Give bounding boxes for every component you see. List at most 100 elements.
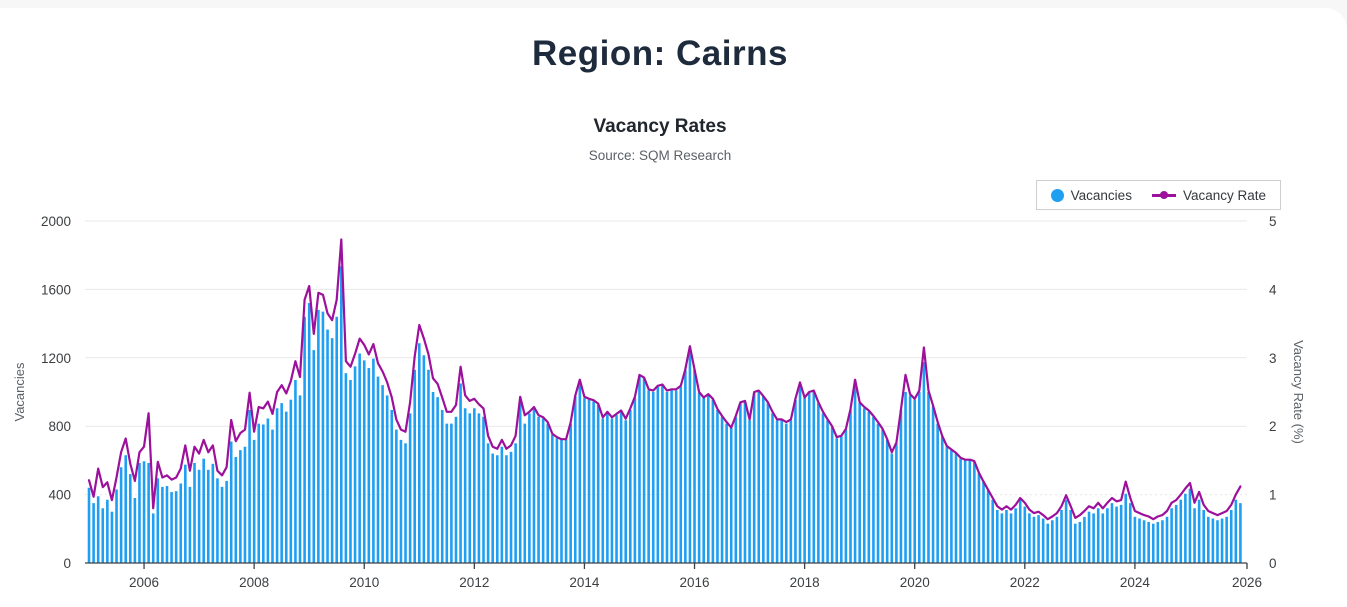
vacancy-bar[interactable] xyxy=(1197,499,1201,563)
vacancy-bar[interactable] xyxy=(367,368,371,563)
vacancy-bar[interactable] xyxy=(968,460,972,563)
vacancy-bar[interactable] xyxy=(945,446,949,563)
vacancy-bar[interactable] xyxy=(872,416,875,563)
vacancy-bar[interactable] xyxy=(826,420,829,563)
vacancy-bar[interactable] xyxy=(1032,516,1036,563)
vacancy-bar[interactable] xyxy=(321,311,325,563)
vacancy-bar[interactable] xyxy=(1069,509,1072,563)
vacancy-bar[interactable] xyxy=(876,423,880,563)
vacancy-bar[interactable] xyxy=(1188,488,1192,563)
vacancy-bar[interactable] xyxy=(266,418,270,564)
vacancy-bar[interactable] xyxy=(1179,499,1183,563)
vacancy-bar[interactable] xyxy=(101,508,105,563)
vacancy-bar[interactable] xyxy=(1110,503,1114,563)
vacancy-bar[interactable] xyxy=(225,480,228,563)
vacancy-bar[interactable] xyxy=(784,423,788,563)
vacancy-bar[interactable] xyxy=(615,415,618,563)
vacancy-bar[interactable] xyxy=(1239,503,1242,563)
vacancy-bar[interactable] xyxy=(358,353,361,563)
vacancy-bar[interactable] xyxy=(1156,521,1160,563)
vacancy-bar[interactable] xyxy=(284,411,288,563)
vacancy-bar[interactable] xyxy=(385,395,389,563)
vacancy-bar[interactable] xyxy=(1138,518,1141,563)
vacancy-bar[interactable] xyxy=(560,439,563,563)
vacancy-bar[interactable] xyxy=(110,511,114,563)
vacancy-bar[interactable] xyxy=(532,408,536,563)
vacancy-bar[interactable] xyxy=(523,423,527,563)
vacancy-bar[interactable] xyxy=(867,411,871,563)
vacancy-bar[interactable] xyxy=(963,460,967,563)
vacancy-bar[interactable] xyxy=(1225,516,1228,563)
vacancy-bar[interactable] xyxy=(762,396,765,563)
legend-item-vacancies[interactable]: Vacancies xyxy=(1050,188,1132,203)
vacancy-bar[interactable] xyxy=(688,346,692,563)
vacancy-bar[interactable] xyxy=(610,418,614,564)
vacancy-bar[interactable] xyxy=(106,499,109,563)
vacancy-bar[interactable] xyxy=(188,486,192,563)
vacancy-bar[interactable] xyxy=(752,392,756,563)
vacancy-bar[interactable] xyxy=(459,383,462,563)
vacancy-bar[interactable] xyxy=(862,408,866,563)
vacancy-bar[interactable] xyxy=(248,409,251,563)
vacancy-bar[interactable] xyxy=(473,408,476,563)
vacancy-bar[interactable] xyxy=(775,420,779,563)
vacancy-bar[interactable] xyxy=(353,366,357,563)
vacancy-bar[interactable] xyxy=(243,446,247,563)
vacancy-bar[interactable] xyxy=(477,413,481,564)
vacancy-bar[interactable] xyxy=(518,397,522,563)
vacancy-bar[interactable] xyxy=(229,441,233,563)
vacancy-bar[interactable] xyxy=(211,463,215,563)
vacancy-bar[interactable] xyxy=(982,481,985,563)
vacancy-bar[interactable] xyxy=(486,443,490,563)
vacancy-bar[interactable] xyxy=(1028,513,1031,563)
vacancy-bar[interactable] xyxy=(1170,508,1173,563)
vacancy-bar[interactable] xyxy=(1073,523,1077,563)
vacancy-bar[interactable] xyxy=(165,486,169,563)
vacancy-bar[interactable] xyxy=(307,303,311,563)
vacancy-bar[interactable] xyxy=(702,397,705,563)
vacancy-bar[interactable] xyxy=(1184,493,1187,563)
vacancy-bar[interactable] xyxy=(789,420,793,563)
vacancy-bar[interactable] xyxy=(569,423,572,563)
vacancy-bar[interactable] xyxy=(1083,516,1086,563)
vacancy-bar[interactable] xyxy=(454,416,458,563)
vacancy-bar[interactable] xyxy=(633,397,637,563)
vacancy-bar[interactable] xyxy=(725,423,728,563)
vacancy-bar[interactable] xyxy=(1220,518,1224,563)
vacancy-bar[interactable] xyxy=(193,462,196,563)
vacancy-bar[interactable] xyxy=(440,409,444,563)
vacancy-bar[interactable] xyxy=(330,338,334,563)
vacancy-bar[interactable] xyxy=(303,316,306,563)
vacancy-bar[interactable] xyxy=(661,385,664,563)
vacancy-bar[interactable] xyxy=(904,392,907,563)
vacancy-bar[interactable] xyxy=(991,499,994,563)
vacancy-bar[interactable] xyxy=(1234,499,1238,563)
vacancy-bar[interactable] xyxy=(128,474,132,563)
vacancy-bar[interactable] xyxy=(450,423,453,563)
vacancy-bar[interactable] xyxy=(1101,513,1105,563)
vacancy-bar[interactable] xyxy=(927,392,930,563)
vacancy-bar[interactable] xyxy=(606,413,609,564)
vacancy-bar[interactable] xyxy=(335,316,339,563)
vacancy-bar[interactable] xyxy=(151,513,155,563)
vacancy-bar[interactable] xyxy=(656,386,660,563)
vacancy-bar[interactable] xyxy=(541,418,545,564)
vacancy-bar[interactable] xyxy=(844,429,848,563)
vacancy-bar[interactable] xyxy=(1055,516,1059,563)
vacancy-bar[interactable] xyxy=(482,416,485,563)
vacancy-bar[interactable] xyxy=(830,427,834,563)
legend-item-vacancy-rate[interactable]: Vacancy Rate xyxy=(1151,188,1266,203)
vacancy-bar[interactable] xyxy=(693,369,696,563)
vacancy-bar[interactable] xyxy=(431,392,435,563)
vacancy-bar[interactable] xyxy=(381,385,384,563)
vacancy-bar[interactable] xyxy=(1193,508,1196,563)
vacancy-bar[interactable] xyxy=(1078,521,1082,563)
vacancy-bar[interactable] xyxy=(1064,499,1068,563)
vacancy-bar[interactable] xyxy=(468,413,472,564)
vacancy-bar[interactable] xyxy=(624,420,628,563)
vacancy-bar[interactable] xyxy=(280,403,283,563)
vacancy-bar[interactable] xyxy=(1023,506,1027,563)
vacancy-bar[interactable] xyxy=(849,409,852,563)
vacancy-bar[interactable] xyxy=(551,434,554,563)
vacancy-bar[interactable] xyxy=(1037,515,1040,563)
